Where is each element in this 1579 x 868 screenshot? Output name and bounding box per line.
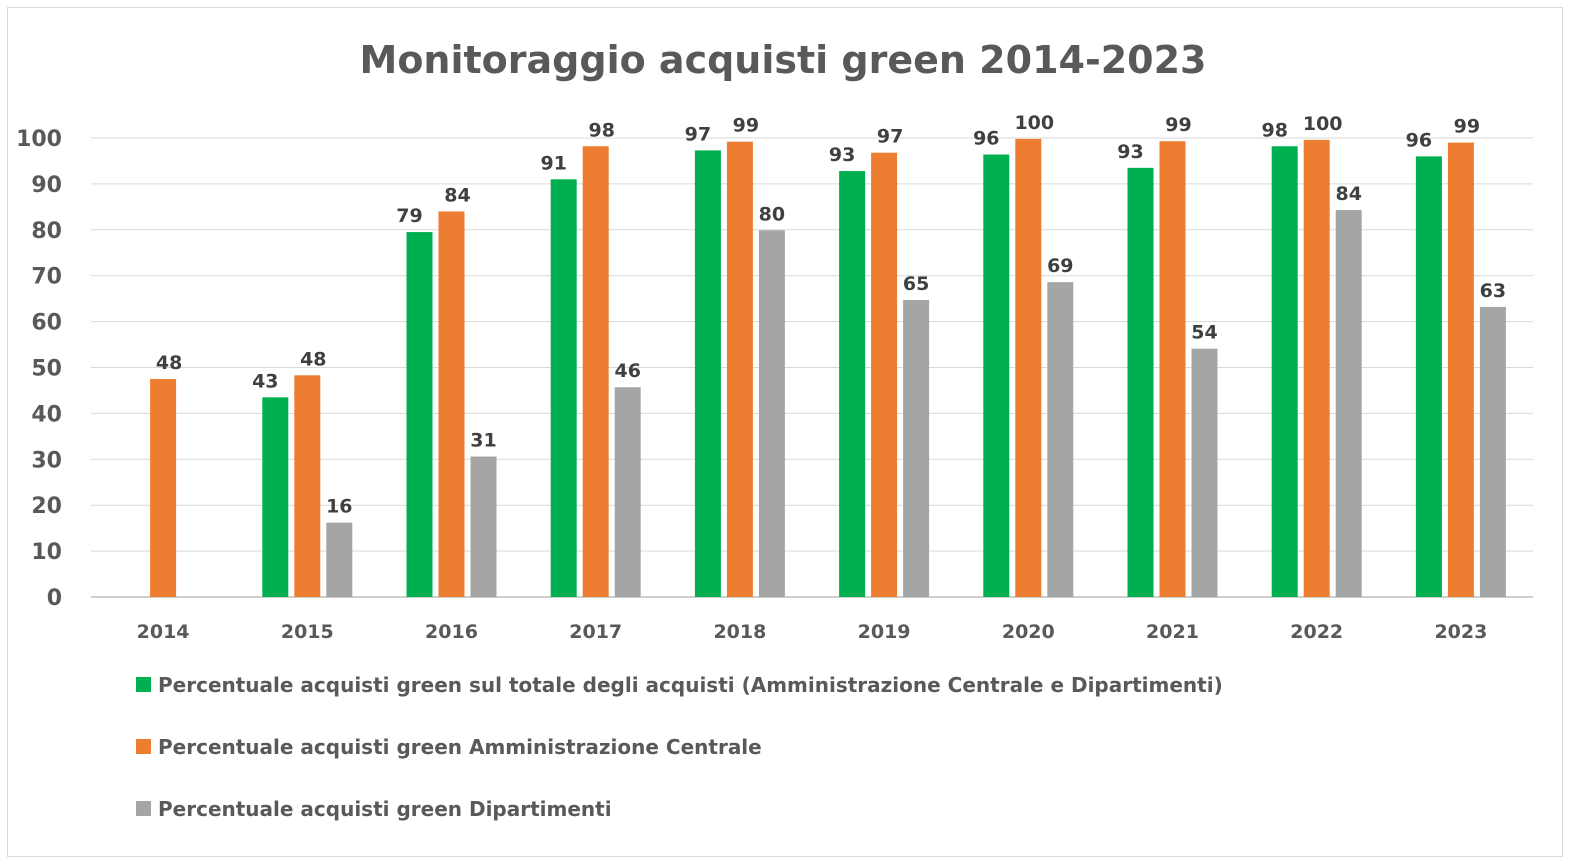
y-tick-label: 40	[31, 402, 62, 427]
data-label: 93	[1117, 141, 1143, 163]
bar-2021-series-2	[1159, 141, 1186, 597]
bar-2018-series-1	[694, 150, 721, 597]
bar-2022-series-3	[1335, 210, 1362, 598]
bar-2016-series-3	[470, 456, 497, 597]
bar-2019-series-1	[839, 171, 866, 597]
bar-2017-series-2	[582, 146, 609, 597]
x-tick-label: 2017	[569, 621, 622, 643]
data-label: 97	[685, 123, 711, 145]
bar-2015-series-1	[262, 397, 289, 597]
data-label: 93	[829, 144, 855, 166]
y-tick-label: 80	[31, 219, 62, 244]
bar-2019-series-3	[903, 300, 930, 597]
bar-2019-series-2	[871, 152, 898, 598]
y-tick-label: 0	[47, 586, 62, 611]
chart-title: Monitoraggio acquisti green 2014-2023	[360, 38, 1207, 82]
x-tick-label: 2015	[281, 621, 334, 643]
y-axis-ticks: 0 10 20 30 40 50 60 70 80 90 100	[16, 127, 62, 611]
data-label: 43	[252, 370, 278, 392]
x-tick-label: 2019	[858, 621, 911, 643]
x-tick-label: 2018	[713, 621, 766, 643]
bar-2016-series-2	[438, 211, 465, 597]
data-label: 98	[1261, 119, 1287, 141]
data-label: 96	[1406, 129, 1432, 151]
x-tick-label: 2021	[1146, 621, 1199, 643]
y-tick-label: 90	[31, 173, 62, 198]
data-label: 69	[1047, 255, 1073, 277]
data-label: 98	[588, 119, 614, 141]
y-tick-label: 30	[31, 448, 62, 473]
data-label: 100	[1014, 112, 1054, 134]
bar-2017-series-1	[550, 179, 577, 597]
legend-entry: Percentuale acquisti green Dipartimenti	[158, 797, 612, 821]
data-label: 48	[300, 348, 326, 370]
y-tick-label: 10	[31, 540, 62, 565]
data-label: 65	[903, 273, 929, 295]
bar-2022-series-1	[1271, 146, 1298, 597]
data-label: 84	[1335, 183, 1361, 205]
data-label: 46	[614, 360, 640, 382]
x-tick-label: 2014	[137, 621, 190, 643]
y-tick-label: 60	[31, 311, 62, 336]
y-tick-label: 20	[31, 494, 62, 519]
data-label: 54	[1191, 322, 1217, 344]
data-label: 79	[396, 205, 422, 227]
data-label: 100	[1303, 113, 1343, 135]
data-labels: 48 43 48 16 79 84 31 91 98 46 97 99 80 93 97 65 96 100 69 9…	[156, 112, 1506, 518]
data-label: 16	[326, 496, 352, 518]
data-label: 80	[759, 203, 785, 225]
legend-entry: Percentuale acquisti green Amministrazio…	[158, 735, 762, 759]
x-tick-label: 2022	[1290, 621, 1343, 643]
bar-2023-series-1	[1415, 156, 1442, 598]
data-label: 84	[444, 184, 470, 206]
legend-entry: Percentuale acquisti green sul totale de…	[158, 673, 1223, 697]
legend-swatch	[136, 739, 151, 754]
legend: Percentuale acquisti green sul totale de…	[136, 673, 1223, 821]
bar-2017-series-3	[614, 387, 641, 597]
legend-swatch	[136, 801, 151, 816]
bar-2023-series-3	[1479, 306, 1506, 597]
data-label: 99	[733, 115, 759, 137]
bar-2021-series-1	[1127, 167, 1154, 597]
bar-2021-series-3	[1191, 348, 1218, 597]
y-tick-label: 50	[31, 357, 62, 382]
bar-2018-series-2	[726, 141, 753, 597]
legend-swatch	[136, 677, 151, 692]
y-tick-label: 70	[31, 265, 62, 290]
bar-2018-series-3	[758, 230, 785, 597]
bar-2023-series-2	[1447, 142, 1474, 597]
x-tick-label: 2023	[1434, 621, 1487, 643]
x-tick-label: 2020	[1002, 621, 1055, 643]
y-tick-label: 100	[16, 127, 62, 152]
bar-2015-series-3	[326, 522, 353, 597]
data-label: 63	[1480, 280, 1506, 302]
bar-2014-series-2	[150, 378, 177, 597]
x-tick-label: 2016	[425, 621, 478, 643]
data-label: 97	[877, 126, 903, 148]
bar-2020-series-3	[1047, 282, 1074, 597]
x-axis-ticks: 2014 2015 2016 2017 2018 2019 2020 2021 2022 2023	[137, 621, 1488, 643]
bar-2022-series-2	[1303, 139, 1330, 597]
data-label: 99	[1165, 114, 1191, 136]
bar-2020-series-1	[983, 154, 1010, 598]
data-label: 91	[540, 152, 566, 174]
data-label: 96	[973, 128, 999, 150]
data-label: 48	[156, 352, 182, 374]
bar-2015-series-2	[294, 375, 321, 597]
bar-2020-series-2	[1015, 138, 1042, 597]
bars	[150, 138, 1506, 598]
bar-2016-series-1	[406, 232, 433, 597]
data-label: 31	[470, 430, 496, 452]
data-label: 99	[1454, 116, 1480, 138]
